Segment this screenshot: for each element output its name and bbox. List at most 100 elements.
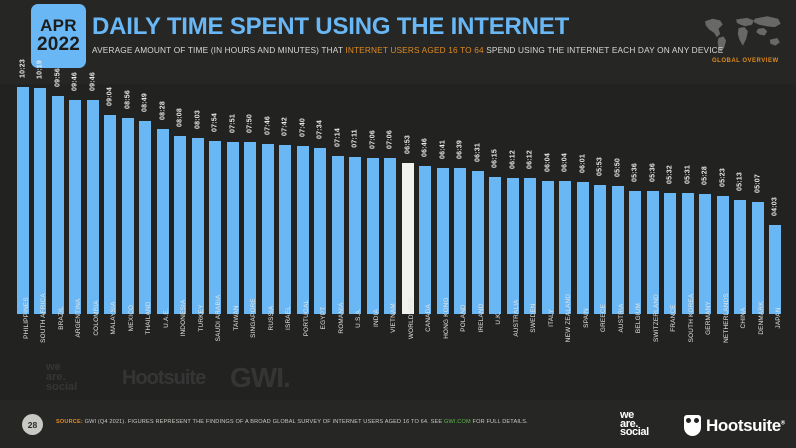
bar-column: 08:28 — [156, 84, 169, 314]
category-label-text: PORTUGAL — [302, 299, 310, 337]
bar-column: 08:08 — [174, 84, 187, 314]
category-label-text: FRANCE — [670, 304, 678, 332]
bar-value-label: 08:56 — [124, 90, 132, 110]
bar — [681, 193, 694, 314]
bar-value-label: 07:14 — [334, 127, 342, 147]
category-label-text: DENMARK — [757, 301, 765, 335]
category-label: CANADA — [419, 304, 432, 400]
bar-value-label: 09:04 — [106, 87, 114, 107]
bar — [559, 181, 572, 314]
category-label: BRAZIL — [52, 306, 65, 400]
bar — [209, 140, 222, 314]
category-label: THAILAND — [139, 301, 152, 400]
source-text-pre: GWI (Q4 2021). FIGURES REPRESENT THE FIN… — [82, 419, 444, 425]
source-text-post: FOR FULL DETAILS. — [470, 419, 528, 425]
category-label: NEW ZEALAND — [559, 294, 572, 400]
bar-value-label: 07:51 — [229, 114, 237, 134]
category-label-text: SINGAPORE — [250, 298, 258, 338]
category-label: INDIA — [367, 309, 380, 400]
bar — [506, 178, 519, 314]
bar-highlight — [401, 163, 414, 314]
bar-column: 07:06 — [366, 84, 379, 314]
bar — [296, 146, 309, 314]
bar-column: 07:50 — [244, 84, 257, 314]
category-label: U.K. — [489, 311, 502, 400]
bar — [314, 148, 327, 314]
category-label-text: SPAIN — [582, 308, 590, 328]
footer: 28 SOURCE: GWI (Q4 2021). FIGURES REPRES… — [0, 400, 796, 448]
source-note: SOURCE: GWI (Q4 2021). FIGURES REPRESENT… — [56, 419, 528, 425]
bar — [594, 185, 607, 314]
category-label-text: NETHERLANDS — [722, 293, 730, 343]
bar — [769, 225, 782, 314]
bar-value-label: 07:50 — [246, 114, 254, 134]
bar — [104, 115, 117, 314]
bar-value-label: 08:08 — [176, 107, 184, 127]
bar-column: 06:53 — [401, 84, 414, 314]
source-label: SOURCE: — [56, 419, 83, 425]
bar-column: 09:04 — [104, 84, 117, 314]
category-label: U.S.A. — [349, 308, 362, 400]
bar — [51, 96, 64, 314]
date-year: 2022 — [36, 34, 81, 55]
bar — [261, 143, 274, 314]
category-label-text: THAILAND — [145, 301, 153, 335]
bar-column: 10:23 — [16, 59, 29, 314]
bar-value-label: 07:42 — [281, 117, 289, 137]
category-label-text: GREECE — [600, 303, 608, 333]
bar — [384, 158, 397, 314]
category-label-text: SWITZERLAND — [652, 293, 660, 343]
category-label: COLOMBIA — [87, 300, 100, 400]
bar — [699, 194, 712, 314]
category-label: SINGAPORE — [244, 298, 257, 400]
category-label-text: RUSSIA — [267, 305, 275, 331]
bar-column: 08:03 — [191, 84, 204, 314]
bar-column: 05:28 — [699, 84, 712, 314]
bar — [471, 171, 484, 314]
bar-column: 05:31 — [681, 84, 694, 314]
bar-value-label: 06:12 — [526, 150, 534, 170]
logo-line-are: are. — [620, 417, 638, 430]
logo-line-social: social — [620, 426, 649, 439]
bar-column: 08:49 — [139, 84, 152, 314]
bar — [226, 142, 239, 314]
bar-column: 07:06 — [384, 84, 397, 314]
date-month: APR — [40, 16, 77, 35]
bar-value-label: 07:40 — [299, 118, 307, 138]
category-label-text: INDONESIA — [180, 299, 188, 337]
bar-column: 05:36 — [629, 84, 642, 314]
bar-value-label: 06:41 — [439, 139, 447, 159]
category-label-text: INDIA — [372, 308, 380, 328]
bar — [734, 199, 747, 314]
bar-value-label: 10:23 — [19, 58, 27, 78]
bar-column: 07:54 — [209, 84, 222, 314]
category-label: HONG KONG — [437, 297, 450, 400]
bar-column: 06:31 — [471, 84, 484, 314]
category-label-text: PHILIPPINES — [22, 297, 30, 339]
bar-value-label: 07:46 — [264, 115, 272, 135]
bar-column: 05:23 — [716, 84, 729, 314]
category-label-text: POLAND — [460, 304, 468, 332]
source-link[interactable]: GWI.COM — [443, 419, 471, 425]
category-label-text: SAUDI ARABIA — [215, 294, 223, 342]
bar-column: 08:56 — [121, 84, 134, 314]
bar-value-label: 06:15 — [491, 149, 499, 169]
category-label: EGYPT — [314, 307, 327, 400]
category-label-text: ISRAEL — [285, 306, 293, 330]
category-label: ROMANIA — [332, 302, 345, 400]
bar-column: 05:07 — [751, 84, 764, 314]
bar — [191, 137, 204, 314]
category-label-text: HONG KONG — [442, 297, 450, 339]
bar-value-label: 05:23 — [719, 168, 727, 188]
bar — [121, 118, 134, 314]
bar-value-label: 06:04 — [561, 153, 569, 173]
bar-column: 07:11 — [349, 84, 362, 314]
bar-value-label: 06:31 — [474, 143, 482, 163]
bar-column: 06:39 — [454, 84, 467, 314]
bar-value-label: 05:36 — [649, 163, 657, 183]
bar — [69, 100, 82, 314]
bar-value-label: 05:13 — [736, 171, 744, 191]
category-label-text: VIETNAM — [390, 303, 398, 333]
category-label: BELGIUM — [629, 303, 642, 400]
category-label: TURKEY — [192, 304, 205, 400]
